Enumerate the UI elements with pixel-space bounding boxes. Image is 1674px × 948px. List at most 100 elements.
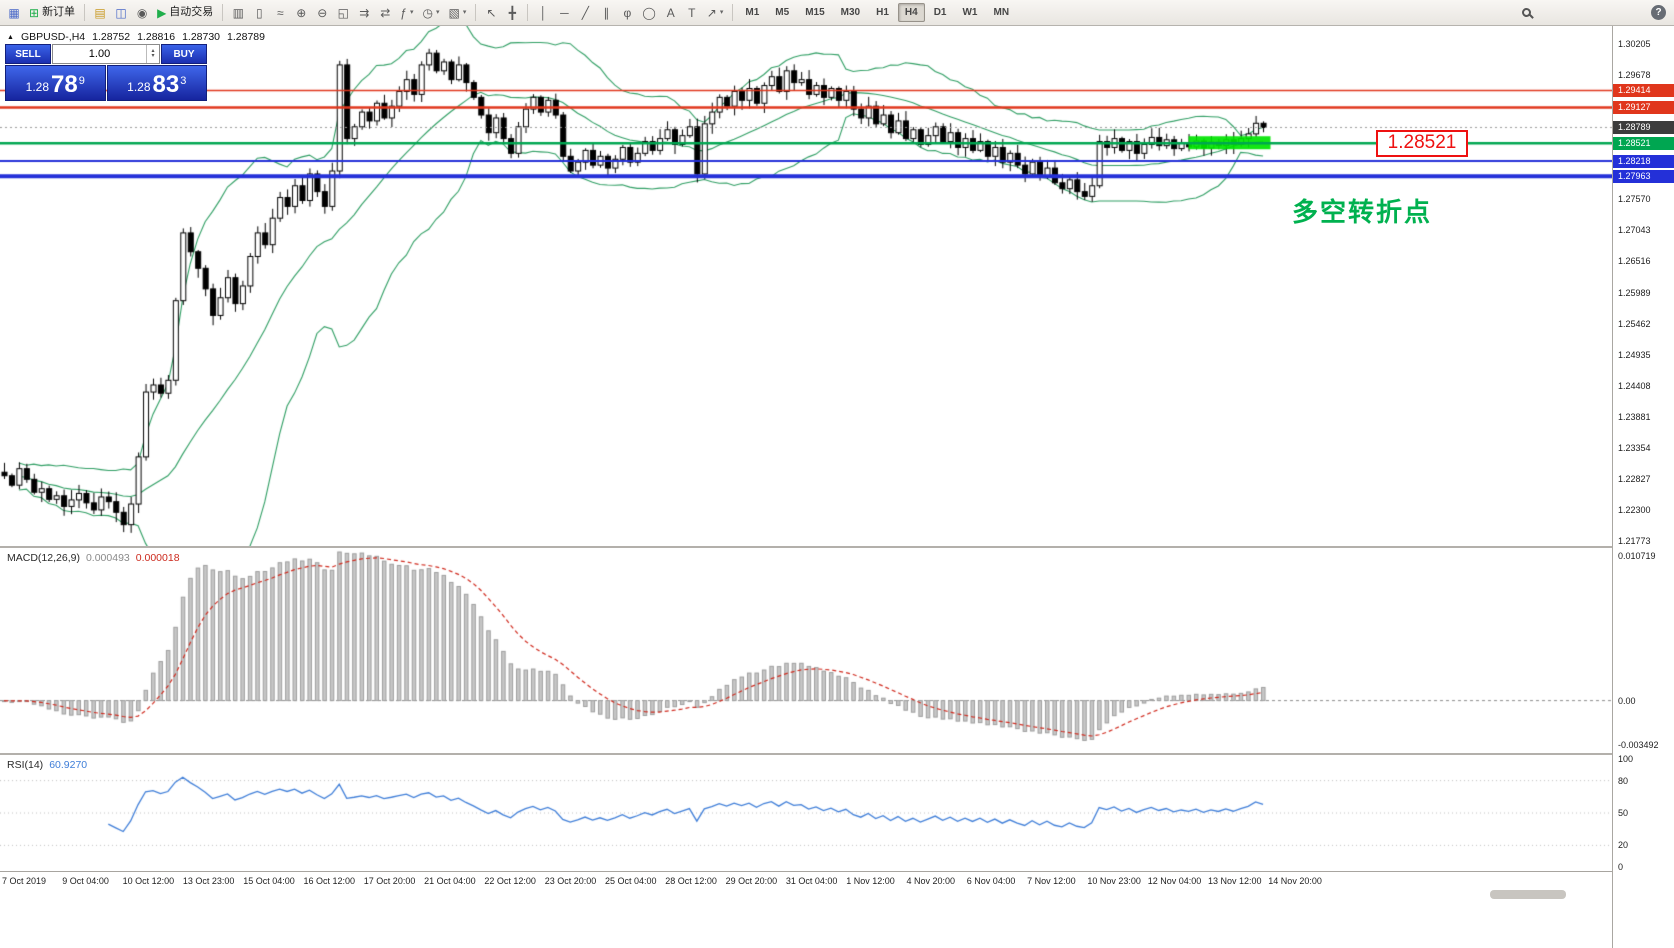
sell-price-big: 78	[51, 71, 78, 98]
zoom-out-icon: ⊖	[317, 5, 328, 20]
price-level-badge: 1.29414	[1613, 84, 1674, 98]
price-tick-label: 1.22300	[1618, 504, 1651, 515]
horizontal-line-button[interactable]: ─	[554, 3, 574, 23]
cursor-icon: ↖	[486, 5, 497, 20]
indicators-icon: ƒ	[400, 5, 407, 20]
timeframe-group: M1 M5 M15 M30 H1 H4 D1 W1 MN	[738, 3, 1016, 22]
macd-panel-canvas[interactable]	[0, 548, 1612, 753]
sell-price-button[interactable]: 1.28 78 9	[5, 65, 106, 101]
shapes-button[interactable]: ◯	[638, 3, 659, 23]
time-tick-label: 13 Oct 23:00	[182, 876, 235, 886]
spinner-up-icon[interactable]: ▴	[151, 48, 155, 54]
timeframe-button-h1[interactable]: H1	[869, 3, 896, 22]
horizontal-scrollbar-thumb[interactable]	[1490, 890, 1566, 899]
time-tick-label: 13 Nov 12:00	[1208, 876, 1262, 886]
volume-spinner[interactable]: ▴ ▾	[146, 45, 159, 63]
timeframe-button-m5[interactable]: M5	[768, 3, 796, 22]
label-icon: T	[688, 5, 696, 20]
navigator-button[interactable]: ◫	[111, 3, 131, 23]
auto-scroll-button[interactable]: ⇉	[354, 3, 374, 23]
sell-button[interactable]: SELL	[5, 44, 51, 64]
toolbar-separator	[475, 4, 477, 21]
templates-button[interactable]: ▧ ▾	[445, 3, 471, 23]
price-tick-label: 1.26516	[1618, 256, 1651, 267]
time-tick-label: 23 Oct 20:00	[544, 876, 597, 886]
arrows-button[interactable]: ↗ ▾	[703, 3, 728, 23]
macd-min-label: -0.003492	[1618, 740, 1659, 750]
timeframe-button-m30[interactable]: M30	[834, 3, 867, 22]
time-tick-label: 17 Oct 20:00	[363, 876, 416, 886]
crosshair-button[interactable]: ╋	[502, 3, 522, 23]
price-level-badge: 1.28789	[1613, 120, 1674, 134]
panel-separator[interactable]	[0, 753, 1674, 755]
bar-chart-button[interactable]: ▥	[228, 3, 248, 23]
macd-signal-value: 0.000018	[135, 552, 180, 564]
timeframe-button-m1[interactable]: M1	[738, 3, 766, 22]
zoom-in-button[interactable]: ⊕	[291, 3, 311, 23]
price-tick-label: 1.27043	[1618, 225, 1651, 236]
zoom-out-button[interactable]: ⊖	[312, 3, 332, 23]
macd-max-label: 0.010719	[1618, 551, 1656, 561]
price-callout-label[interactable]: 1.28521	[1376, 129, 1468, 157]
text-label-button[interactable]: T	[682, 3, 702, 23]
candlestick-chart-button[interactable]: ▯	[249, 3, 269, 23]
cursor-button[interactable]: ↖	[481, 3, 501, 23]
candlestick-icon: ▯	[255, 5, 263, 20]
indicators-button[interactable]: ƒ ▾	[396, 3, 417, 23]
timeframe-button-d1[interactable]: D1	[927, 3, 954, 22]
price-tick-label: 1.24408	[1618, 380, 1651, 391]
autotrade-button[interactable]: ▶ 自动交易	[153, 3, 217, 23]
chart-shift-button[interactable]: ⇄	[375, 3, 395, 23]
tick-up-icon: ▲	[7, 33, 14, 41]
price-tick-label: 1.27570	[1618, 194, 1651, 205]
timeframe-button-w1[interactable]: W1	[955, 3, 984, 22]
help-icon: ?	[1651, 5, 1666, 20]
panel-separator[interactable]	[0, 546, 1674, 548]
macd-indicator-label: MACD(12,26,9) 0.000493 0.000018	[7, 552, 180, 564]
rsi-name: RSI(14)	[7, 759, 44, 771]
volume-field[interactable]: 1.00 ▴ ▾	[52, 44, 160, 64]
text-tool-button[interactable]: A	[661, 3, 681, 23]
terminal-button[interactable]: ◉	[132, 3, 152, 23]
annotation-text[interactable]: 多空转折点	[1292, 197, 1433, 227]
periods-button[interactable]: ◷ ▾	[419, 3, 444, 23]
channel-button[interactable]: ∥	[596, 3, 616, 23]
new-order-icon: ⊞	[29, 5, 40, 20]
time-tick-label: 25 Oct 04:00	[605, 876, 657, 886]
vertical-line-icon: │	[539, 5, 548, 20]
line-chart-button[interactable]: ≈	[270, 3, 290, 23]
volume-value[interactable]: 1.00	[88, 48, 111, 60]
time-axis[interactable]: 7 Oct 2019 9 Oct 04:00 10 Oct 12:00 13 Oct …	[0, 871, 1674, 891]
time-tick-label: 6 Nov 04:00	[966, 876, 1016, 886]
timeframe-button-m15[interactable]: M15	[798, 3, 831, 22]
search-button[interactable]	[1516, 3, 1536, 23]
rsi-tick-label: 80	[1618, 775, 1629, 786]
time-tick-label: 12 Nov 04:00	[1147, 876, 1202, 886]
autotrade-play-icon: ▶	[157, 5, 167, 20]
arrow-icon: ↗	[706, 5, 717, 20]
price-level-badge: 1.29127	[1613, 101, 1674, 115]
tile-windows-icon: ◱	[337, 5, 349, 20]
macd-value: 0.000493	[85, 552, 130, 564]
vertical-line-button[interactable]: │	[533, 3, 553, 23]
chevron-down-icon: ▾	[435, 9, 440, 16]
price-chart-canvas[interactable]	[0, 26, 1612, 546]
time-tick-label: 4 Nov 20:00	[906, 876, 956, 886]
timeframe-button-h4[interactable]: H4	[897, 3, 925, 22]
price-tick-label: 1.25989	[1618, 287, 1651, 298]
ellipse-icon: ◯	[642, 5, 656, 20]
tile-windows-button[interactable]: ◱	[333, 3, 353, 23]
fibonacci-button[interactable]: φ	[617, 3, 637, 23]
rsi-panel-canvas[interactable]	[0, 755, 1612, 871]
new-order-button[interactable]: ⊞ 新订单	[25, 3, 79, 23]
spinner-down-icon[interactable]: ▾	[151, 53, 155, 59]
rsi-tick-label: 100	[1618, 754, 1634, 764]
buy-price-button[interactable]: 1.28 83 3	[106, 65, 207, 101]
time-tick-label: 16 Oct 12:00	[303, 876, 356, 886]
timeframe-button-mn[interactable]: MN	[986, 3, 1016, 22]
trendline-button[interactable]: ╱	[575, 3, 595, 23]
market-watch-button[interactable]: ▤	[90, 3, 110, 23]
price-axis[interactable]: 1.30205 1.29678 1.27570 1.27043 1.26516 1.259…	[1612, 26, 1674, 948]
help-button[interactable]: ?	[1647, 3, 1670, 23]
buy-button[interactable]: BUY	[161, 44, 207, 64]
